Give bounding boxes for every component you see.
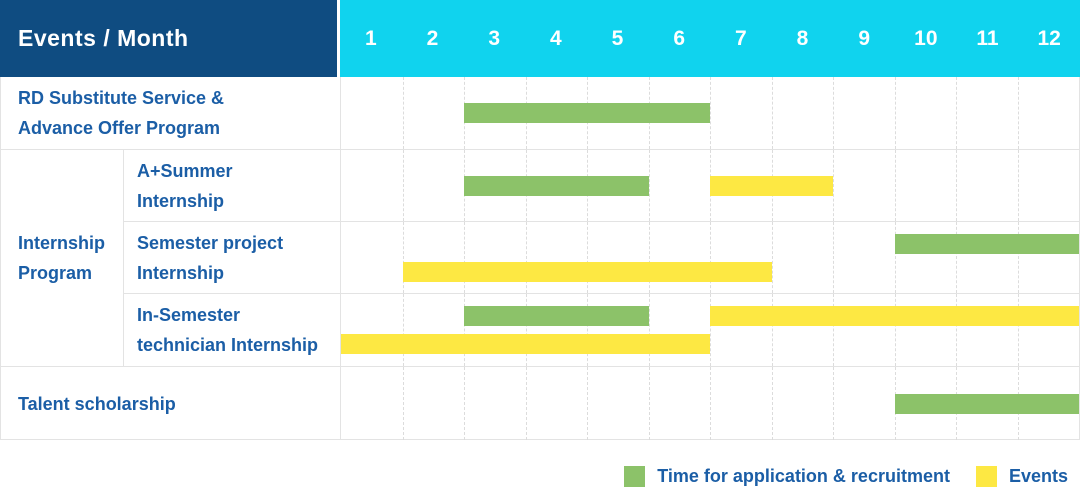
row-label-1: RD Substitute Service & Advance Offer Pro… — [1, 77, 341, 149]
month-header-8: 8 — [796, 26, 809, 50]
row-label-line: In-Semester — [137, 305, 241, 325]
month-header-3: 3 — [488, 26, 500, 50]
month-grid-row-4 — [341, 293, 1079, 366]
legend-item-1: Time for application & recruitment — [624, 465, 950, 487]
month-grid-row-2 — [341, 149, 1079, 221]
month-gridline — [464, 294, 465, 366]
month-gridline — [1017, 150, 1019, 221]
month-gridline — [525, 222, 527, 293]
month-gridline — [464, 222, 465, 293]
group-label-line: Internship — [18, 233, 106, 253]
month-gridline — [833, 294, 834, 366]
gantt-bar-event — [341, 334, 710, 354]
month-header-6: 6 — [673, 26, 685, 50]
month-gridline — [833, 77, 834, 149]
row-label-5: Talent scholarship — [1, 366, 341, 440]
month-gridline — [833, 367, 834, 440]
month-gridline — [402, 77, 404, 149]
month-gridline — [894, 150, 896, 221]
month-gridline — [402, 150, 404, 221]
month-header-12: 12 — [1037, 26, 1061, 50]
month-header-11: 11 — [976, 26, 999, 50]
month-gridline — [771, 222, 773, 293]
month-gridline — [402, 222, 404, 293]
chart-legend: Time for application & recruitment Events — [0, 465, 1080, 487]
month-grid-row-1 — [341, 77, 1079, 149]
row-label-line: RD Substitute Service & — [18, 88, 225, 108]
gantt-table-body: Internship Program RD Substitute Service &… — [0, 77, 1080, 440]
month-gridline — [648, 222, 650, 293]
month-gridline — [771, 294, 773, 366]
month-gridline — [771, 77, 773, 149]
legend-label: Events — [1008, 465, 1068, 486]
group-label-line: Program — [18, 263, 93, 283]
month-gridline — [648, 150, 650, 221]
gantt-bar-event — [710, 306, 1079, 326]
month-gridline — [710, 294, 711, 366]
month-gridline — [1017, 222, 1019, 293]
gantt-bar-application — [464, 306, 649, 326]
row-label-line: Internship — [137, 262, 225, 283]
month-gridline — [587, 294, 588, 366]
gantt-bar-application — [894, 234, 1079, 254]
month-header-strip: 1 2 3 4 5 6 7 8 9 10 11 12 — [340, 0, 1080, 77]
month-grid-row-5 — [341, 366, 1079, 440]
legend-swatch-yellow — [975, 465, 997, 487]
row-label-2: A+Summer Internship — [124, 149, 341, 221]
row-label-3: Semester project Internship — [124, 221, 341, 293]
gantt-bar-application — [894, 393, 1079, 414]
month-header-1: 1 — [364, 26, 377, 50]
month-gridline — [1017, 294, 1019, 366]
month-header-9: 9 — [858, 26, 870, 50]
month-gridline — [525, 367, 527, 440]
events-month-header-cell: Events / Month — [0, 0, 340, 77]
month-gridline — [956, 294, 957, 366]
row-label-line: Talent scholarship — [18, 393, 176, 414]
month-gridline — [648, 294, 650, 366]
month-gridline — [956, 77, 957, 149]
group-label-internship-program: Internship Program — [1, 149, 124, 366]
month-gridline — [587, 222, 588, 293]
legend-item-2: Events — [975, 465, 1068, 487]
month-gridline — [710, 77, 711, 149]
month-gridline — [956, 150, 957, 221]
month-grid-row-3 — [341, 221, 1079, 293]
row-label-line: A+Summer — [137, 160, 233, 181]
month-header-5: 5 — [611, 26, 624, 50]
legend-label: Time for application & recruitment — [657, 465, 950, 486]
month-gridline — [648, 367, 650, 440]
row-label-line: Internship — [137, 190, 225, 211]
month-gridline — [833, 222, 834, 293]
gantt-bar-application — [464, 175, 649, 196]
month-header-2: 2 — [426, 26, 439, 50]
month-gridline — [525, 294, 527, 366]
month-gridline — [894, 77, 896, 149]
month-header-10: 10 — [914, 26, 938, 50]
month-gridline — [587, 367, 588, 440]
month-gridline — [956, 222, 957, 293]
month-gridline — [710, 367, 711, 440]
month-gridline — [894, 222, 896, 293]
row-label-line: Advance Offer Program — [18, 118, 221, 138]
month-gridline — [771, 367, 773, 440]
table-header-row: Events / Month 1 2 3 4 5 6 7 8 9 10 11 12 — [0, 0, 1080, 77]
month-gridline — [894, 294, 896, 366]
gantt-bar-event — [710, 175, 833, 196]
gantt-bar-event — [402, 262, 772, 282]
row-label-line: technician Internship — [137, 335, 319, 355]
legend-swatch-green — [624, 465, 646, 487]
gantt-bar-application — [464, 103, 710, 123]
events-month-label: Events / Month — [18, 25, 189, 51]
month-gridline — [833, 150, 834, 221]
month-header-4: 4 — [549, 26, 562, 50]
month-header-7: 7 — [734, 26, 747, 50]
month-gridline — [1017, 77, 1019, 149]
month-gridline — [402, 367, 404, 440]
row-label-4: In-Semester technician Internship — [124, 293, 341, 366]
month-gridline — [710, 222, 711, 293]
month-gridline — [402, 294, 404, 366]
row-label-line: Semester project — [137, 232, 284, 253]
month-gridline — [464, 367, 465, 440]
